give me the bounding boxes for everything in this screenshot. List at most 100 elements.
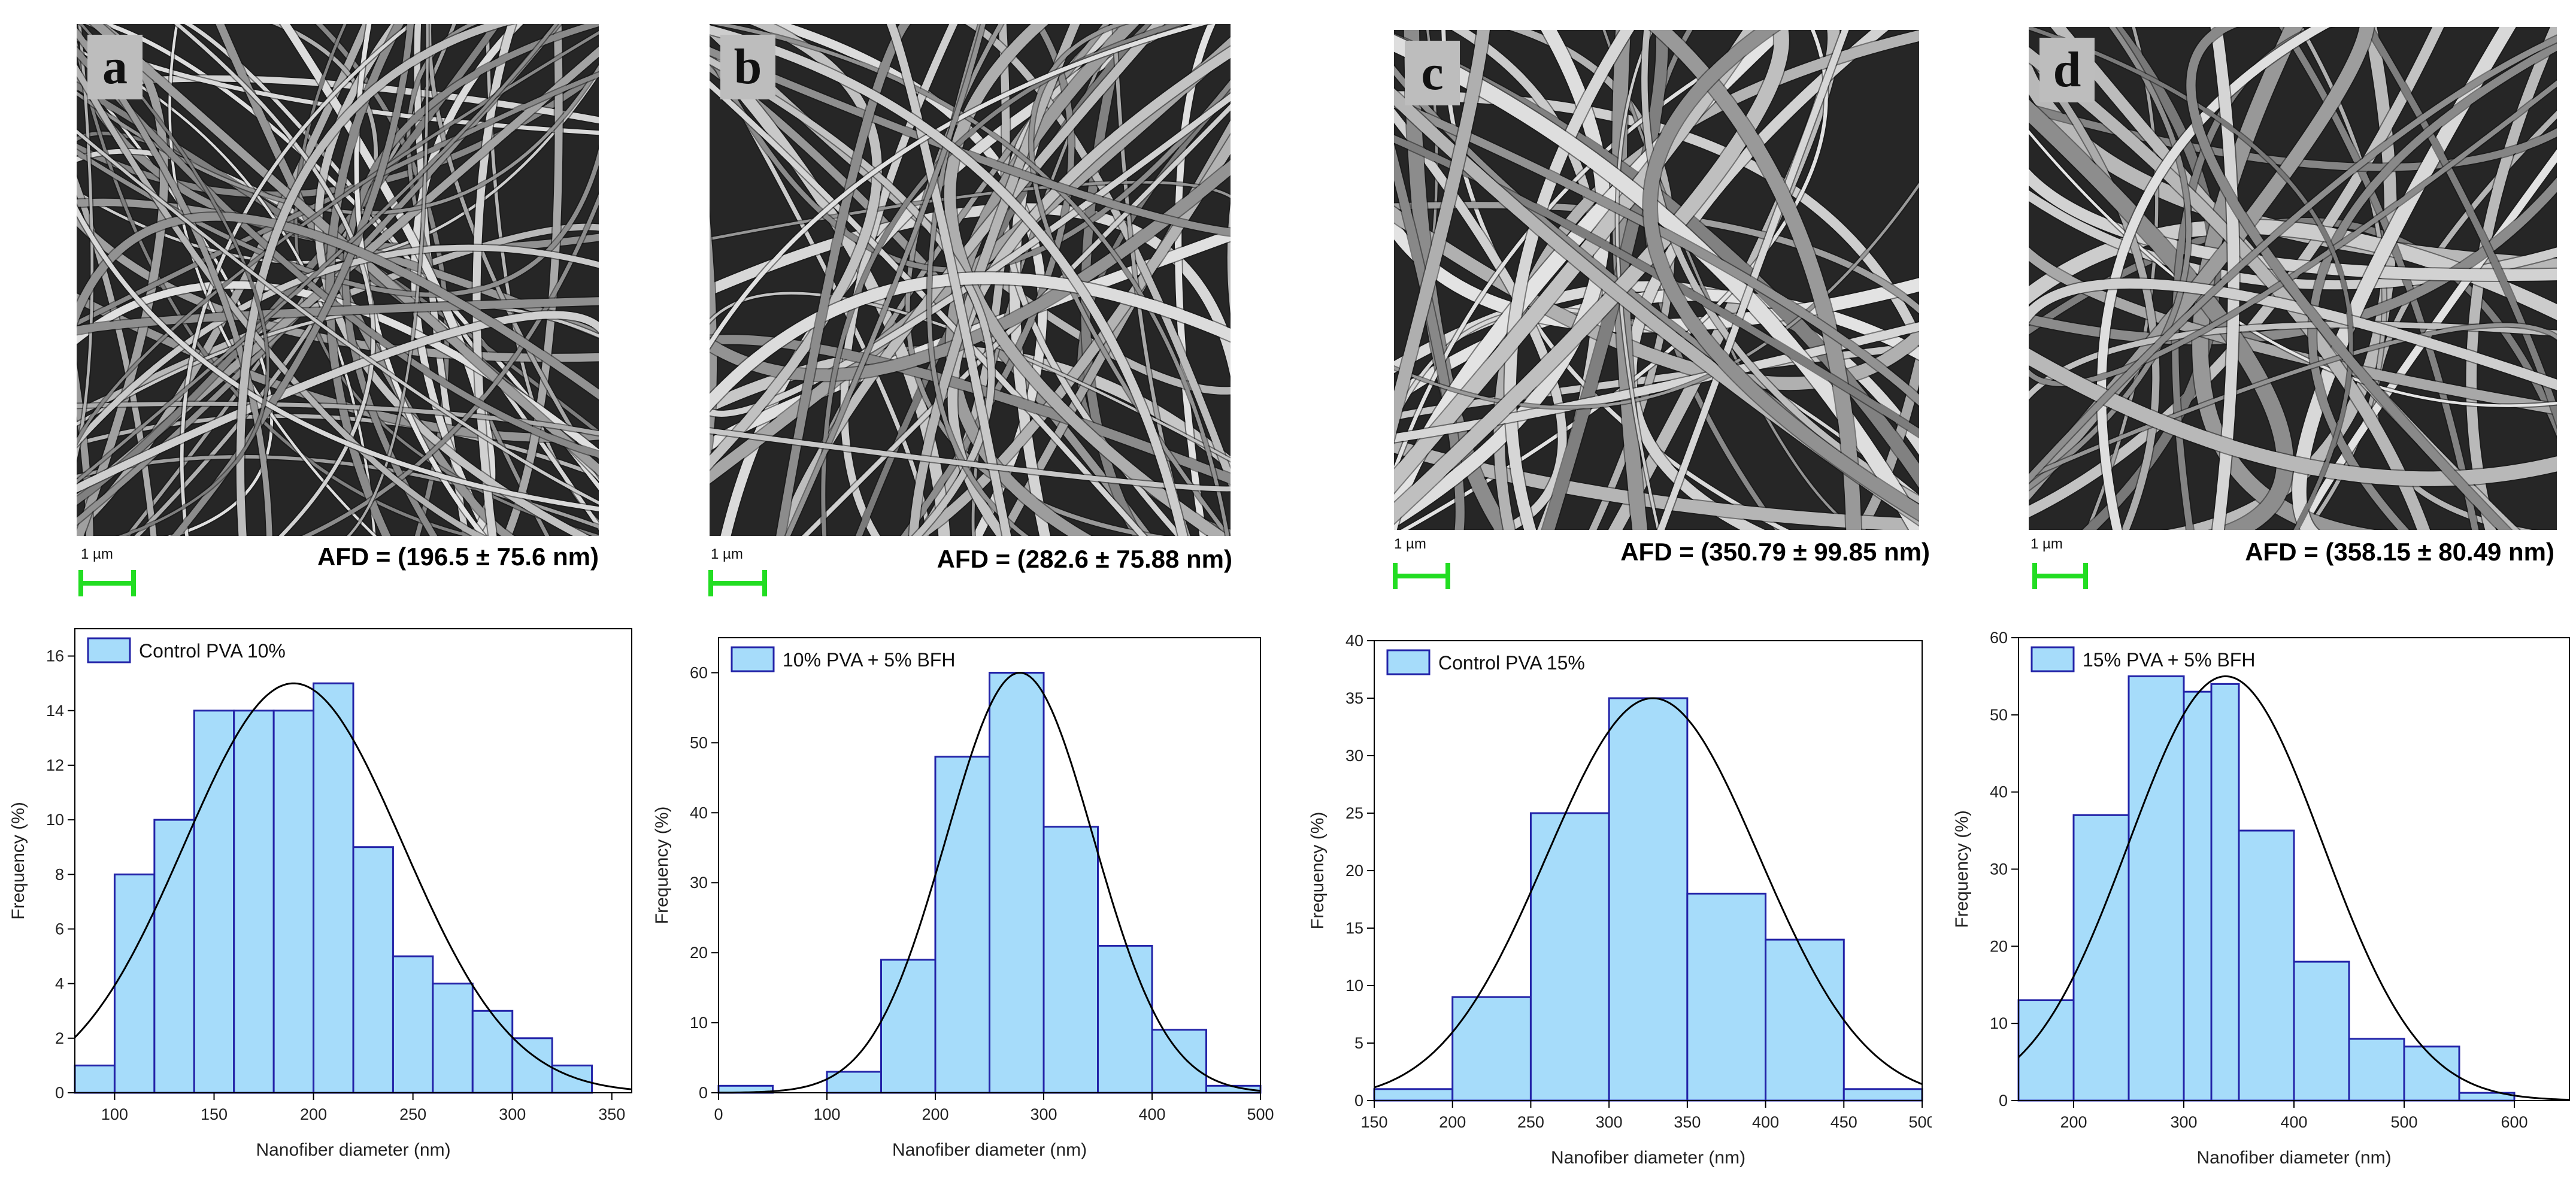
scale-bar-label: 1 µm (81, 546, 113, 562)
y-axis-label: Frequency (%) (1308, 812, 1328, 930)
sem-image-d: d (2029, 27, 2557, 530)
y-tick-label: 20 (1345, 862, 1363, 880)
x-tick-label: 100 (813, 1105, 840, 1123)
legend-swatch (87, 637, 131, 663)
histogram-chart: 150 200 250 300 350 400 450 500 0 5 10 15 20 25 30 35 40… (1308, 632, 1932, 1168)
y-tick-label: 10 (46, 811, 64, 829)
y-tick-label: 30 (690, 874, 708, 892)
histogram-bar (880, 959, 937, 1094)
histogram-bar (2238, 829, 2295, 1102)
afd-label: AFD = (358.15 ± 80.49 nm) (2245, 538, 2554, 566)
x-tick-label: 200 (1439, 1113, 1466, 1131)
x-tick-label: 300 (1030, 1105, 1057, 1123)
y-axis-label: Frequency (%) (1952, 810, 1972, 928)
y-tick-label: 15 (1345, 919, 1363, 937)
scale-bar-label: 1 µm (1394, 536, 1426, 552)
y-tick-label: 60 (690, 663, 708, 681)
sem-fibers-c (1394, 30, 1919, 530)
histogram-bar (989, 671, 1045, 1094)
panel-d: d 1 µm AFD = (358.15 ± 80.49 nm) 200 300 4… (1932, 0, 2576, 1182)
y-tick-label: 10 (1990, 1014, 2008, 1032)
histogram-bar (74, 1064, 116, 1094)
y-tick-label: 40 (1345, 632, 1363, 650)
y-tick-label: 0 (699, 1084, 708, 1102)
y-tick-label: 30 (1990, 860, 2008, 878)
histogram-chart: 100 150 200 250 300 350 0 2 4 6 8 10 12 14 16 Nanofiber… (8, 628, 632, 1160)
sem-fibers-a (77, 24, 599, 536)
legend-label: 10% PVA + 5% BFH (783, 649, 955, 671)
x-tick-label: 150 (1360, 1113, 1387, 1131)
afd-label: AFD = (196.5 ± 75.6 nm) (317, 542, 599, 571)
x-tick-label: 400 (1752, 1113, 1779, 1131)
x-tick-label: 350 (598, 1105, 625, 1123)
x-tick-label: 200 (2060, 1113, 2087, 1131)
panel-b: b 1 µm AFD = (282.6 ± 75.88 nm) 0 100 200 3… (644, 0, 1287, 1182)
histogram-bar (1765, 938, 1845, 1102)
scale-bar-label: 1 µm (2031, 536, 2063, 552)
x-tick-label: 450 (1831, 1113, 1857, 1131)
x-tick-label: 500 (1247, 1105, 1274, 1123)
plot-frame (74, 628, 632, 1093)
y-tick-label: 40 (690, 804, 708, 822)
legend-swatch (1386, 649, 1431, 675)
y-tick-label: 6 (55, 920, 64, 938)
histogram-bar (1451, 996, 1532, 1102)
y-tick-label: 16 (46, 647, 64, 665)
histogram-chart: 200 300 400 500 600 0 10 20 30 40 50 60 Nanofiber di… (1952, 629, 2570, 1168)
histogram-bar (2017, 999, 2075, 1102)
histogram-bar (233, 710, 275, 1094)
x-tick-label: 300 (2170, 1113, 2197, 1131)
plot-frame (718, 637, 1261, 1093)
y-tick-label: 14 (46, 702, 64, 720)
x-tick-label: 250 (1517, 1113, 1544, 1131)
scale-bar (78, 570, 136, 596)
gaussian-fit-curve (2017, 675, 2570, 1101)
histogram-bar (1151, 1029, 1207, 1094)
legend-swatch (731, 646, 775, 672)
y-tick-label: 25 (1345, 804, 1363, 822)
histogram-bar (1042, 826, 1099, 1094)
histogram-bar (352, 846, 394, 1094)
x-tick-label: 200 (300, 1105, 327, 1123)
x-tick-label: 500 (2390, 1113, 2417, 1131)
y-tick-label: 40 (1990, 783, 2008, 801)
histogram-bar (113, 873, 156, 1094)
histogram-bar (471, 1010, 514, 1094)
y-tick-label: 5 (1354, 1034, 1363, 1052)
y-tick-label: 4 (55, 975, 64, 993)
histogram-bar (153, 819, 195, 1094)
histogram-bar (1842, 1088, 1923, 1102)
afd-label: AFD = (282.6 ± 75.88 nm) (937, 545, 1232, 573)
gaussian-fit-curve (1374, 697, 1923, 1089)
x-tick-label: 100 (101, 1105, 128, 1123)
scale-bar-label: 1 µm (711, 546, 743, 562)
histogram-bar (934, 756, 990, 1094)
x-axis-label: Nanofiber diameter (nm) (892, 1140, 1087, 1160)
histogram-bar (1608, 697, 1689, 1102)
y-tick-label: 50 (690, 734, 708, 751)
x-tick-label: 350 (1674, 1113, 1701, 1131)
histogram-bar (2293, 960, 2350, 1102)
panel-a: a 1 µm AFD = (196.5 ± 75.6 nm) 100 150 200… (0, 0, 644, 1182)
x-axis-label: Nanofiber diameter (nm) (256, 1140, 450, 1160)
x-tick-label: 0 (714, 1105, 723, 1123)
x-tick-label: 600 (2501, 1113, 2527, 1131)
histogram-bar (2210, 683, 2240, 1102)
histogram-bar (1686, 892, 1767, 1102)
sem-fibers-d (2029, 27, 2557, 530)
y-tick-label: 12 (46, 756, 64, 774)
afd-label: AFD = (350.79 ± 99.85 nm) (1620, 538, 1930, 566)
y-tick-label: 20 (690, 944, 708, 962)
legend-swatch (2031, 646, 2075, 672)
y-tick-label: 0 (55, 1084, 64, 1102)
y-tick-label: 10 (690, 1014, 708, 1032)
histogram-bar (511, 1037, 553, 1094)
histogram-bar (272, 710, 315, 1094)
histogram-bar (2128, 675, 2185, 1102)
panel-c: c 1 µm AFD = (350.79 ± 99.85 nm) 150 200 2… (1287, 0, 1932, 1182)
x-axis-label: Nanofiber diameter (nm) (2196, 1148, 2391, 1168)
histogram-bar (392, 955, 434, 1094)
y-axis-label: Frequency (%) (652, 807, 672, 925)
sem-image-b: b (710, 24, 1231, 536)
legend-label: Control PVA 10% (139, 640, 286, 662)
